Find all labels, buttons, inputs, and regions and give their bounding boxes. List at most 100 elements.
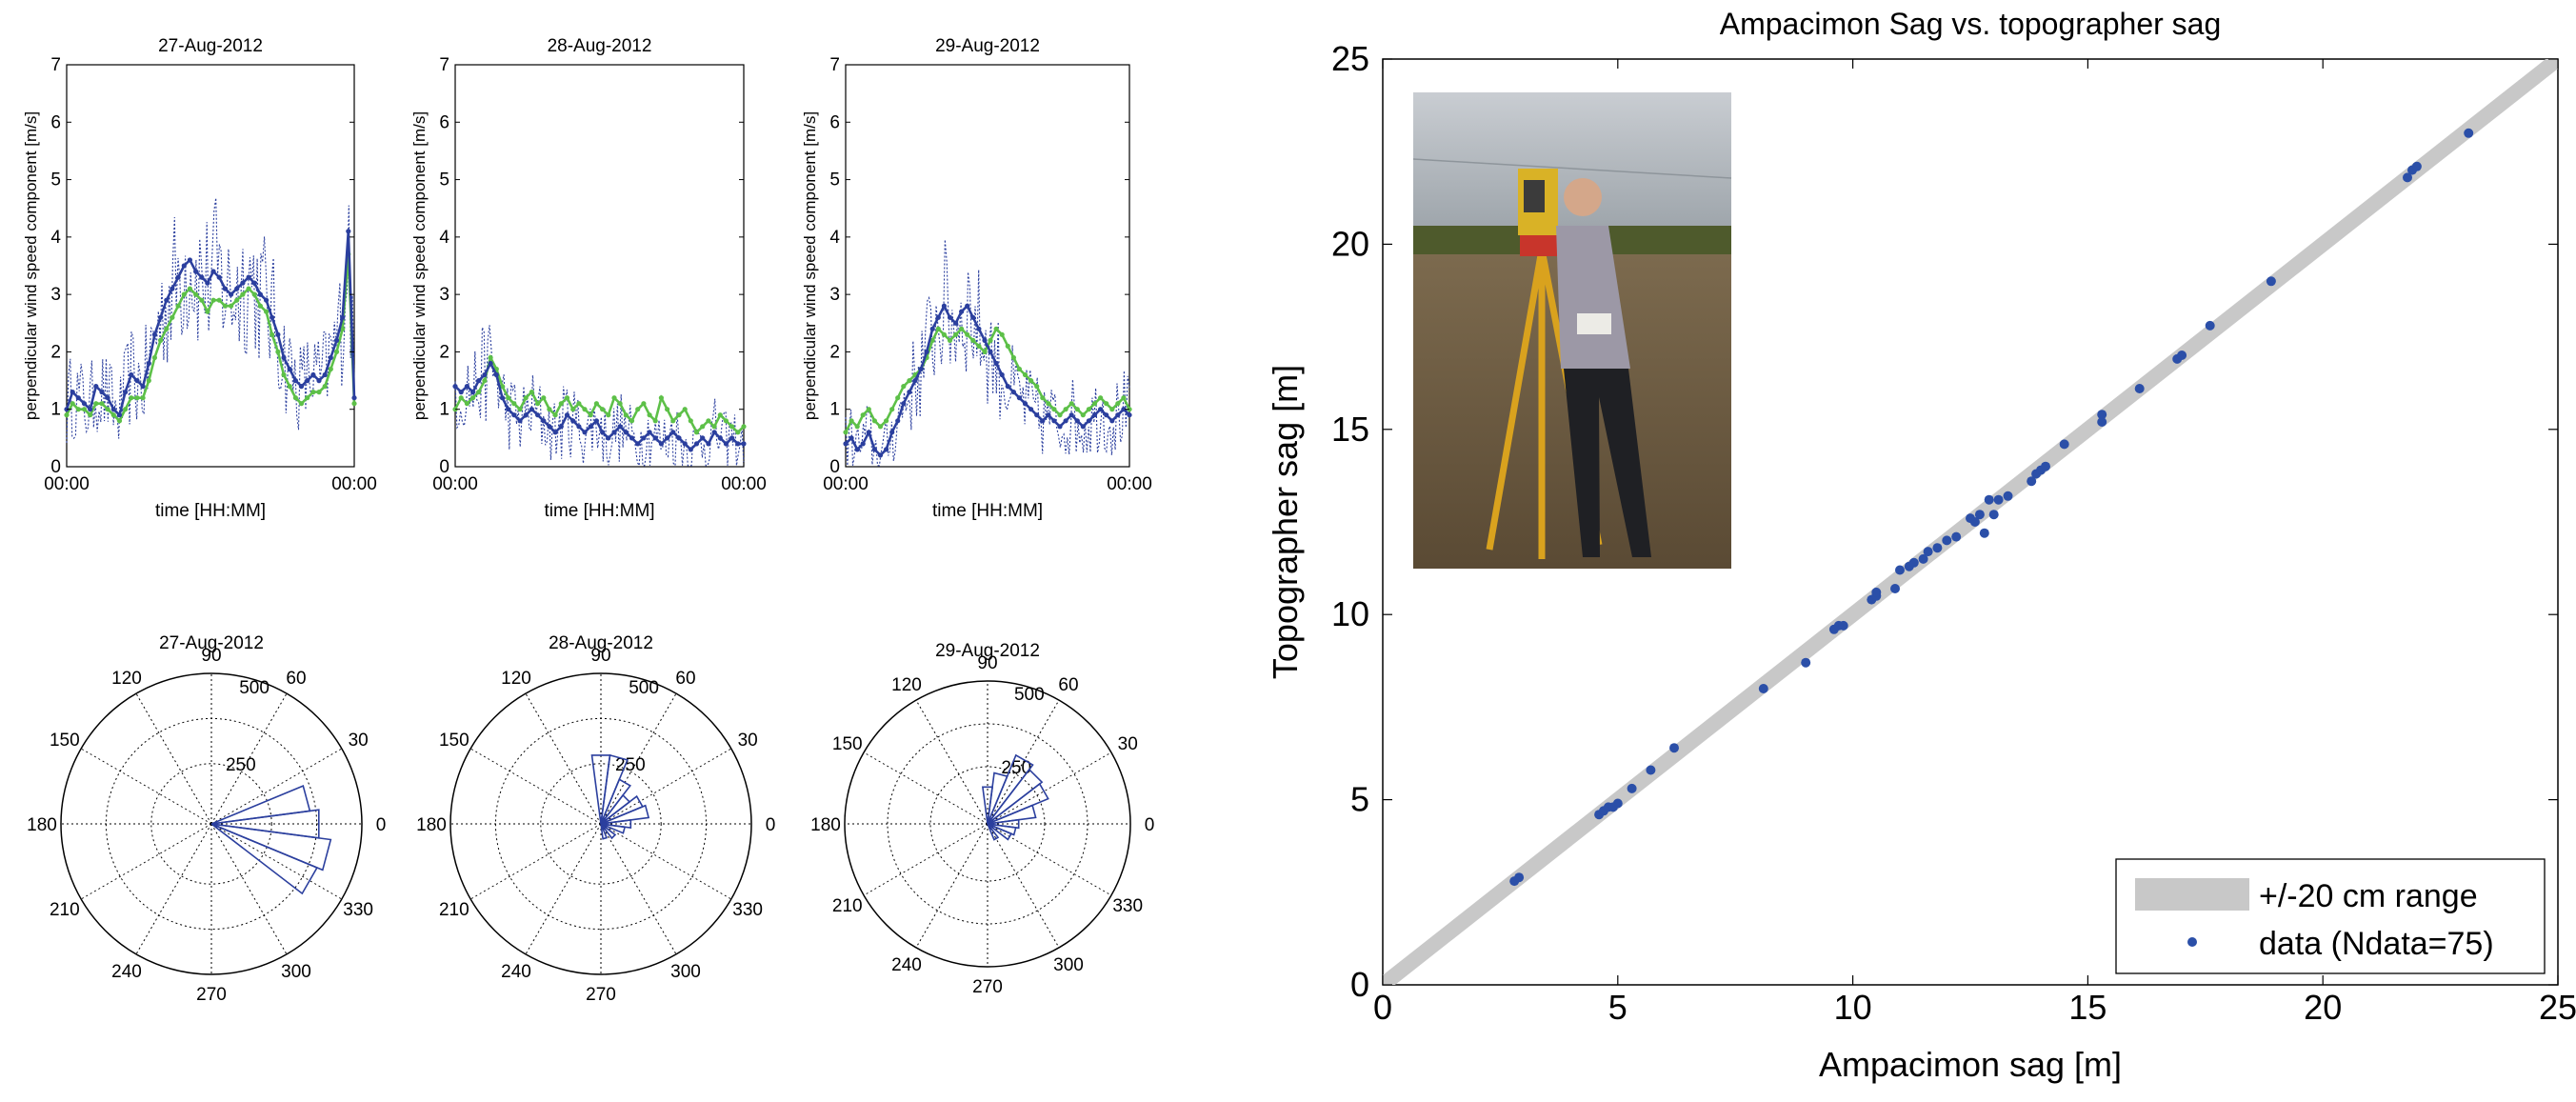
- data-point-blue: [889, 430, 895, 435]
- polar-outer-circle: [60, 672, 363, 975]
- data-point-blue: [706, 441, 711, 447]
- data-point-green: [1115, 401, 1121, 407]
- data-point-blue: [688, 447, 693, 452]
- data-point-blue: [1115, 412, 1121, 418]
- x-tick-label: 00:00: [823, 474, 869, 494]
- data-point-blue: [129, 371, 134, 378]
- data-point-green: [64, 412, 70, 418]
- data-point-green: [275, 349, 281, 354]
- y-tick-label: 6: [829, 112, 840, 132]
- data-point-green: [1010, 354, 1016, 361]
- data-point-green: [711, 424, 717, 430]
- data-point-green: [588, 412, 593, 418]
- polar-spoke: [210, 823, 343, 900]
- data-point-green: [240, 291, 246, 297]
- data-point-blue: [1104, 412, 1109, 418]
- polar-spoke: [600, 823, 732, 900]
- data-point: [2027, 476, 2037, 487]
- data-point-green: [99, 401, 105, 407]
- polar-spoke: [525, 692, 602, 825]
- data-point-green: [976, 343, 982, 349]
- polar-spoke: [210, 823, 288, 955]
- data-point-green: [576, 401, 582, 407]
- data-point-green: [541, 395, 547, 401]
- data-point-green: [499, 384, 506, 390]
- data-point-blue: [488, 360, 493, 367]
- data-point-blue: [246, 274, 251, 280]
- data-point-blue: [275, 331, 281, 337]
- data-point-blue: [1109, 418, 1115, 424]
- rose-bin: [987, 823, 1013, 841]
- data-point-green: [688, 418, 693, 424]
- data-point-blue: [105, 395, 110, 401]
- data-point-blue: [552, 430, 558, 435]
- data-point-blue: [741, 441, 747, 447]
- data-point-green: [717, 412, 723, 418]
- data-point-blue: [99, 390, 105, 395]
- data-point: [2097, 410, 2107, 420]
- data-point-blue: [999, 371, 1005, 378]
- data-point-green: [617, 401, 623, 407]
- data-point-green: [953, 331, 959, 337]
- data-point: [1895, 565, 1905, 575]
- data-point-green: [959, 326, 965, 331]
- angle-label: 330: [343, 900, 373, 920]
- x-tick-label: 5: [1608, 988, 1627, 1027]
- angle-label: 90: [977, 653, 997, 673]
- data-point: [1758, 684, 1768, 693]
- data-point-blue: [611, 430, 617, 435]
- data-point-blue: [287, 366, 292, 372]
- data-point-green: [700, 424, 706, 430]
- data-point-green: [458, 395, 464, 401]
- data-point: [1871, 587, 1882, 597]
- data-point: [1908, 557, 1919, 568]
- data-point: [2464, 128, 2474, 138]
- angle-label: 270: [972, 977, 1003, 997]
- data-point: [2134, 384, 2145, 393]
- data-point: [1890, 584, 1900, 593]
- angle-label: 270: [196, 985, 227, 1005]
- y-axis-label: perpendicular wind speed component [m/s]: [22, 111, 40, 420]
- angle-label: 180: [810, 815, 841, 835]
- y-tick-label: 0: [1350, 965, 1369, 1004]
- data-point-green: [251, 291, 257, 297]
- y-tick-label: 20: [1331, 224, 1369, 263]
- data-point: [1669, 743, 1679, 753]
- data-point-blue: [1005, 384, 1010, 390]
- data-point-green: [1057, 412, 1063, 418]
- data-point-green: [860, 412, 866, 418]
- y-tick-label: 0: [829, 457, 840, 477]
- data-point-blue: [907, 390, 912, 395]
- data-point-blue: [535, 412, 541, 418]
- data-point-green: [965, 331, 970, 337]
- data-point-green: [723, 418, 729, 424]
- angle-label: 0: [766, 815, 776, 835]
- y-tick-label: 2: [50, 342, 61, 362]
- data-point-blue: [88, 407, 93, 412]
- data-point-green: [682, 407, 688, 412]
- y-tick-label: 5: [50, 170, 61, 190]
- data-point-blue: [75, 395, 81, 401]
- y-tick-label: 4: [439, 228, 449, 248]
- data-point: [1932, 543, 1943, 553]
- data-point-blue: [333, 337, 340, 343]
- data-point-green: [907, 378, 912, 384]
- data-point-blue: [924, 349, 929, 354]
- data-point-green: [641, 401, 647, 407]
- data-point-blue: [146, 360, 151, 367]
- angle-label: 60: [286, 669, 306, 689]
- data-point-blue: [877, 452, 884, 458]
- data-point-green: [246, 286, 251, 291]
- data-point-green: [901, 384, 907, 390]
- data-point: [2411, 161, 2422, 171]
- data-point-green: [199, 297, 205, 303]
- data-point-blue: [564, 412, 570, 418]
- y-tick-label: 6: [439, 112, 449, 132]
- data-point-blue: [547, 424, 552, 430]
- plot-frame: [845, 64, 1130, 468]
- polar-spoke: [915, 823, 988, 949]
- panel-title: 28-Aug-2012: [549, 633, 653, 653]
- data-point-blue: [164, 297, 170, 303]
- data-point-blue: [123, 390, 129, 395]
